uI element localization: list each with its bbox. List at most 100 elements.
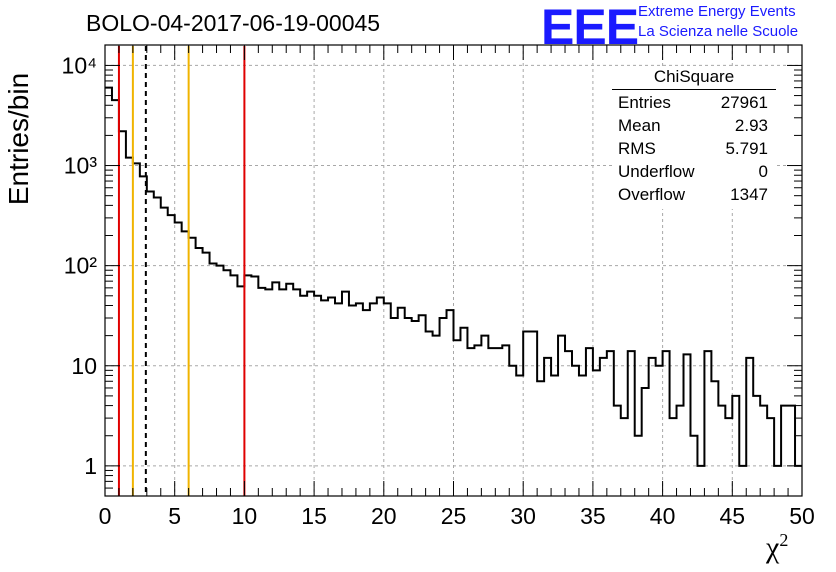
y-axis-label-box: Entries/bin: [3, 73, 34, 205]
histogram-bin: [293, 289, 300, 496]
histogram-bin: [767, 418, 774, 496]
histogram-bin: [307, 292, 314, 496]
stats-label: RMS: [618, 139, 656, 158]
histogram-bin: [447, 310, 454, 496]
histogram-bin: [363, 310, 370, 496]
histogram-bin: [537, 381, 544, 496]
x-tick-label: 10: [232, 503, 258, 529]
histogram-bin: [774, 466, 781, 496]
histogram-bin: [356, 303, 363, 496]
histogram-bin: [635, 436, 642, 496]
stats-value: 2.93: [734, 116, 768, 135]
logo-tagline-1: Extreme Energy Events: [638, 3, 796, 20]
histogram-bin: [474, 345, 481, 496]
x-tick-label: 40: [650, 503, 676, 529]
histogram-bin: [516, 375, 523, 496]
histogram-bin: [182, 231, 189, 496]
histogram-bin: [147, 192, 154, 496]
histogram-bin: [711, 381, 718, 496]
stats-row-entries: Entries 27961: [618, 93, 768, 115]
histogram-bin: [530, 331, 537, 496]
histogram-bin: [342, 292, 349, 496]
histogram-bin: [788, 406, 795, 496]
x-tick-label: 20: [371, 503, 397, 529]
x-tick-label: 5: [168, 503, 181, 529]
histogram-bin: [314, 296, 321, 496]
y-tick-label: 1: [84, 453, 97, 479]
histogram-bin: [119, 131, 126, 496]
histogram-bin: [586, 348, 593, 496]
y-tick-label: 10⁴: [62, 52, 97, 78]
histogram-bin: [412, 321, 419, 496]
histogram-bin: [523, 331, 530, 496]
histogram-bin: [739, 466, 746, 496]
chart-title: BOLO-04-2017-06-19-00045: [86, 10, 381, 36]
y-tick-label: 10³: [64, 153, 98, 179]
stats-row-underflow: Underflow 0: [618, 162, 768, 184]
stats-row-mean: Mean 2.93: [618, 116, 768, 138]
histogram-bin: [419, 315, 426, 496]
stats-label: Underflow: [618, 162, 695, 181]
histogram-bin: [384, 303, 391, 496]
histogram-bin: [600, 358, 607, 496]
histogram-bin: [349, 305, 356, 496]
x-tick-label: 25: [441, 503, 467, 529]
histogram-bin: [725, 418, 732, 496]
histogram-bin: [753, 396, 760, 496]
histogram-bin: [370, 303, 377, 496]
histogram-bin: [690, 436, 697, 496]
stats-box: ChiSquare Entries 27961 Mean 2.93 RMS 5.791…: [612, 66, 776, 209]
stats-label: Overflow: [618, 185, 686, 204]
histogram-bin: [649, 358, 656, 496]
histogram-bin: [544, 358, 551, 496]
stats-title: ChiSquare: [653, 67, 735, 86]
x-axis-label: χ2: [766, 530, 789, 564]
histogram-bin: [467, 348, 474, 496]
histogram-bin: [196, 248, 203, 496]
histogram-bin: [677, 406, 684, 496]
histogram-bin: [579, 375, 586, 496]
histogram-bin: [321, 300, 328, 496]
eee-logo: EEE: [541, 0, 639, 55]
y-tick-label: 10: [71, 353, 97, 379]
x-tick-label: 0: [99, 503, 112, 529]
histogram-bin: [607, 351, 614, 496]
histogram-bin: [565, 351, 572, 496]
histogram-bin: [495, 348, 502, 496]
histogram-bin: [781, 406, 788, 496]
histogram-bin: [670, 418, 677, 496]
histogram-bin: [460, 328, 467, 496]
stats-divider: [612, 89, 776, 90]
histogram-bin: [551, 375, 558, 496]
histogram-bin: [572, 366, 579, 496]
histogram-bin: [126, 158, 133, 496]
histogram-bin: [154, 197, 161, 496]
histogram-bin: [328, 298, 335, 496]
histogram-bin: [697, 466, 704, 496]
histogram-bin: [663, 351, 670, 496]
y-tick-label: 10²: [64, 253, 98, 279]
histogram-bin: [558, 336, 565, 496]
stats-value: 27961: [720, 93, 768, 112]
stats-row-rms: RMS 5.791: [618, 139, 768, 161]
histogram-bin: [286, 284, 293, 496]
histogram-bin: [175, 222, 182, 496]
histogram-bin: [244, 275, 251, 496]
histogram-bin: [621, 418, 628, 496]
histogram-bin: [433, 336, 440, 496]
histogram-outline: [105, 86, 802, 467]
histogram-bin: [272, 282, 279, 496]
x-tick-label: 35: [580, 503, 606, 529]
stats-row-overflow: Overflow 1347: [618, 185, 768, 207]
histogram-bin: [593, 370, 600, 496]
stats-value: 1347: [730, 185, 768, 204]
histogram-bin: [335, 303, 342, 496]
histogram-bin: [377, 298, 384, 496]
histogram-bin: [440, 318, 447, 496]
histogram-bin: [279, 289, 286, 496]
histogram-bin: [488, 348, 495, 496]
histogram-bin: [203, 253, 210, 496]
histogram-bin: [300, 296, 307, 496]
histogram-bin: [656, 366, 663, 496]
